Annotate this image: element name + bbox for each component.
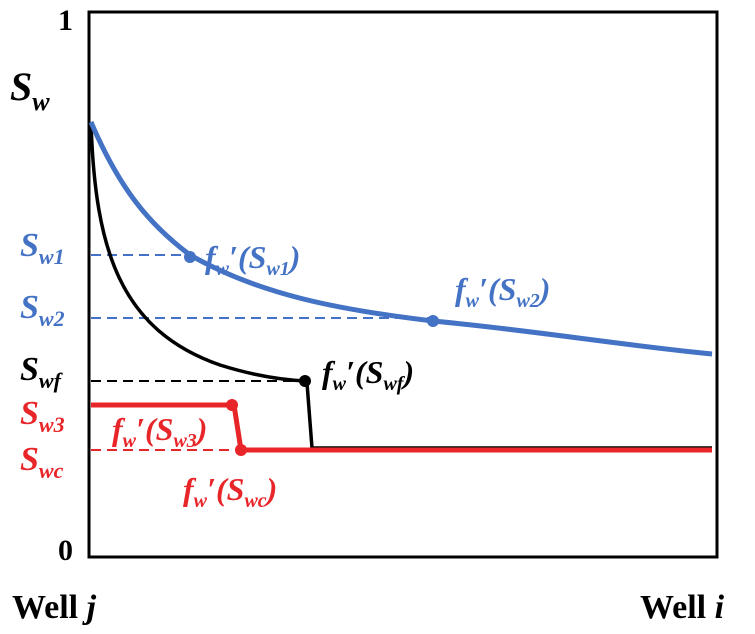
marker-sw3 (226, 399, 238, 411)
level-label-swf: Swf (20, 351, 64, 393)
annotation-fw-sw1: fw′(Sw1) (205, 239, 300, 280)
level-label-sw2: Sw2 (20, 289, 65, 331)
marker-sw2 (427, 315, 439, 327)
level-label-sw3: Sw3 (20, 395, 65, 437)
plot-frame (87, 10, 719, 559)
marker-swc (235, 444, 247, 456)
x-axis-right-label: Well i (640, 589, 725, 626)
y-axis-title: Sw (10, 64, 50, 116)
annotation-fw-swc: fw′(Swc) (183, 471, 277, 512)
black-saturation-curve (89, 121, 712, 450)
level-label-swc: Swc (20, 441, 64, 483)
level-label-sw1: Sw1 (20, 227, 65, 269)
y-axis-top-label: 1 (58, 4, 73, 37)
x-axis-left-label: Well j (12, 589, 97, 626)
marker-sw1 (184, 251, 196, 263)
annotation-fw-sw3: fw′(Sw3) (112, 411, 207, 452)
blue-saturation-curve (88, 121, 713, 357)
y-axis-bottom-label: 0 (58, 534, 73, 567)
annotation-fw-swf: fw′(Swf) (322, 354, 414, 395)
annotation-fw-sw2: fw′(Sw2) (455, 271, 550, 312)
marker-swf (299, 375, 311, 387)
